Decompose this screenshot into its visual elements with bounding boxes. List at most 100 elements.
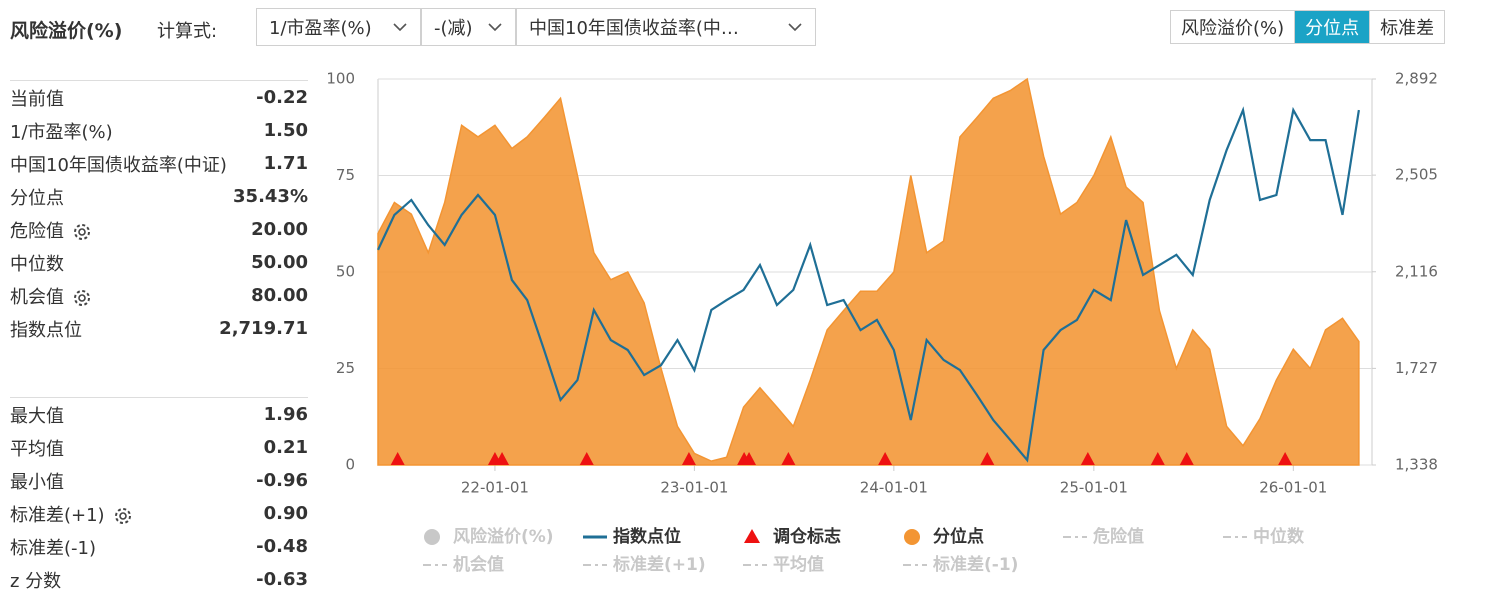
stat-label: 危险值 <box>10 217 92 243</box>
stat-row: 最小值 -0.96 <box>10 464 308 497</box>
rebalance-marker <box>1278 452 1293 465</box>
chevron <box>393 23 407 32</box>
stat-row: 中国10年国债收益率(中证) 1.71 <box>10 147 308 180</box>
legend-icon <box>424 529 440 545</box>
dropdown-text: 中国10年国债收益率(中… <box>529 18 739 39</box>
stat-value: -0.63 <box>256 569 308 590</box>
stat-value: -0.22 <box>256 87 308 108</box>
chevron <box>788 23 802 32</box>
chevron <box>488 23 502 32</box>
stat-label: 指数点位 <box>10 319 82 341</box>
stat-row: 危险值 20.00 <box>10 213 308 246</box>
gear-icon[interactable] <box>72 288 92 308</box>
stat-label: 中国10年国债收益率(中证) <box>10 154 227 176</box>
stat-value: 1.50 <box>263 120 308 141</box>
formula-label: 计算式: <box>157 21 218 42</box>
stat-value: 0.90 <box>263 503 308 524</box>
gear-icon[interactable] <box>113 506 133 526</box>
area <box>377 77 1360 466</box>
stat-label: 分位点 <box>10 187 64 209</box>
stats-group: 当前值 -0.22 1/市盈率(%) 1.50 中国10年国债收益率(中证) 1.71 分位… <box>10 80 308 345</box>
rebalance-marker <box>878 452 893 465</box>
y2-tick-label: 2,505 <box>1395 166 1438 184</box>
x-tick-label: 24-01-01 <box>860 479 928 497</box>
y-tick-label: 100 <box>326 70 355 88</box>
stat-label: 最小值 <box>10 471 64 493</box>
stat-label: 机会值 <box>10 283 92 309</box>
legend-icon <box>904 529 920 545</box>
y-tick-label: 50 <box>336 263 355 281</box>
x-tick-label: 26-01-01 <box>1259 479 1327 497</box>
stat-label: 1/市盈率(%) <box>10 121 113 143</box>
stat-value: 80.00 <box>251 285 308 306</box>
legend-label[interactable]: 调仓标志 <box>773 526 841 547</box>
dropdown-text: -(减) <box>434 18 473 39</box>
rebalance-marker <box>579 452 594 465</box>
stat-row: 1/市盈率(%) 1.50 <box>10 114 308 147</box>
stat-value: 35.43% <box>233 186 308 207</box>
y-tick-label: 75 <box>336 166 355 184</box>
stat-row: 中位数 50.00 <box>10 246 308 279</box>
y2-tick-label: 1,338 <box>1395 456 1438 474</box>
rebalance-marker <box>390 452 405 465</box>
legend-label[interactable]: 标准差(+1) <box>613 554 706 575</box>
stat-label: z 分数 <box>10 570 62 592</box>
dropdown[interactable]: 1/市盈率(%) <box>256 8 421 46</box>
stat-label: 最大值 <box>10 405 64 427</box>
y2-tick-label: 1,727 <box>1395 359 1438 377</box>
stat-row: 分位点 35.43% <box>10 180 308 213</box>
rebalance-marker <box>495 452 510 465</box>
page-title: 风险溢价(%) <box>10 20 123 42</box>
stat-value: 1.71 <box>263 153 308 174</box>
tab[interactable]: 分位点 <box>1294 11 1370 43</box>
y-tick-label: 25 <box>336 359 355 377</box>
gear-icon[interactable] <box>72 222 92 242</box>
y2-tick-label: 2,892 <box>1395 70 1438 88</box>
legend-label[interactable]: 中位数 <box>1253 526 1305 547</box>
stat-row: 标准差(+1) 0.90 <box>10 497 308 530</box>
rebalance-marker <box>1179 452 1194 465</box>
stat-row: 机会值 80.00 <box>10 279 308 312</box>
x-tick-label: 25-01-01 <box>1060 479 1128 497</box>
stat-row: 平均值 0.21 <box>10 431 308 464</box>
dropdown[interactable]: -(减) <box>421 8 516 46</box>
stat-row: 当前值 -0.22 <box>10 81 308 114</box>
stat-row: 标准差(-1) -0.48 <box>10 530 308 563</box>
legend-label[interactable]: 分位点 <box>933 526 984 547</box>
dropdown[interactable]: 中国10年国债收益率(中… <box>516 8 816 46</box>
stat-value: -0.48 <box>256 536 308 557</box>
line <box>377 106 1360 463</box>
tab[interactable]: 标准差 <box>1369 11 1444 43</box>
stat-label: 当前值 <box>10 88 64 110</box>
legend-label[interactable]: 机会值 <box>453 554 504 575</box>
stat-value: 50.00 <box>251 252 308 273</box>
x-tick-label: 23-01-01 <box>660 479 728 497</box>
rebalance-marker <box>742 452 757 465</box>
x-tick-label: 22-01-01 <box>461 479 529 497</box>
y2-tick-label: 2,116 <box>1395 262 1438 280</box>
stat-value: -0.96 <box>256 470 308 491</box>
stat-row: z 分数 -0.63 <box>10 563 308 596</box>
rebalance-marker <box>1080 452 1095 465</box>
legend-label[interactable]: 标准差(-1) <box>933 554 1018 575</box>
legend-label[interactable]: 风险溢价(%) <box>453 526 554 547</box>
stat-label: 标准差(+1) <box>10 501 133 527</box>
stat-value: 2,719.71 <box>219 318 308 339</box>
y-tick-label: 0 <box>345 456 355 474</box>
legend-label[interactable]: 平均值 <box>773 554 824 575</box>
tabs: 风险溢价(%) 分位点 标准差 <box>1170 10 1446 44</box>
stat-label: 中位数 <box>10 253 64 275</box>
stats-group: 最大值 1.96 平均值 0.21 最小值 -0.96 标准差(+1) 0.90 标准差(-1)… <box>10 397 308 596</box>
stat-row: 指数点位 2,719.71 <box>10 312 308 345</box>
tab[interactable]: 风险溢价(%) <box>1181 18 1285 39</box>
stat-row: 最大值 1.96 <box>10 398 308 431</box>
rebalance-marker <box>681 452 696 465</box>
stat-value: 20.00 <box>251 219 308 240</box>
legend-label[interactable]: 危险值 <box>1092 526 1144 547</box>
dropdown-text: 1/市盈率(%) <box>269 18 372 39</box>
rebalance-marker <box>781 452 796 465</box>
legend-label[interactable]: 指数点位 <box>613 526 681 547</box>
stat-label: 平均值 <box>10 438 64 460</box>
